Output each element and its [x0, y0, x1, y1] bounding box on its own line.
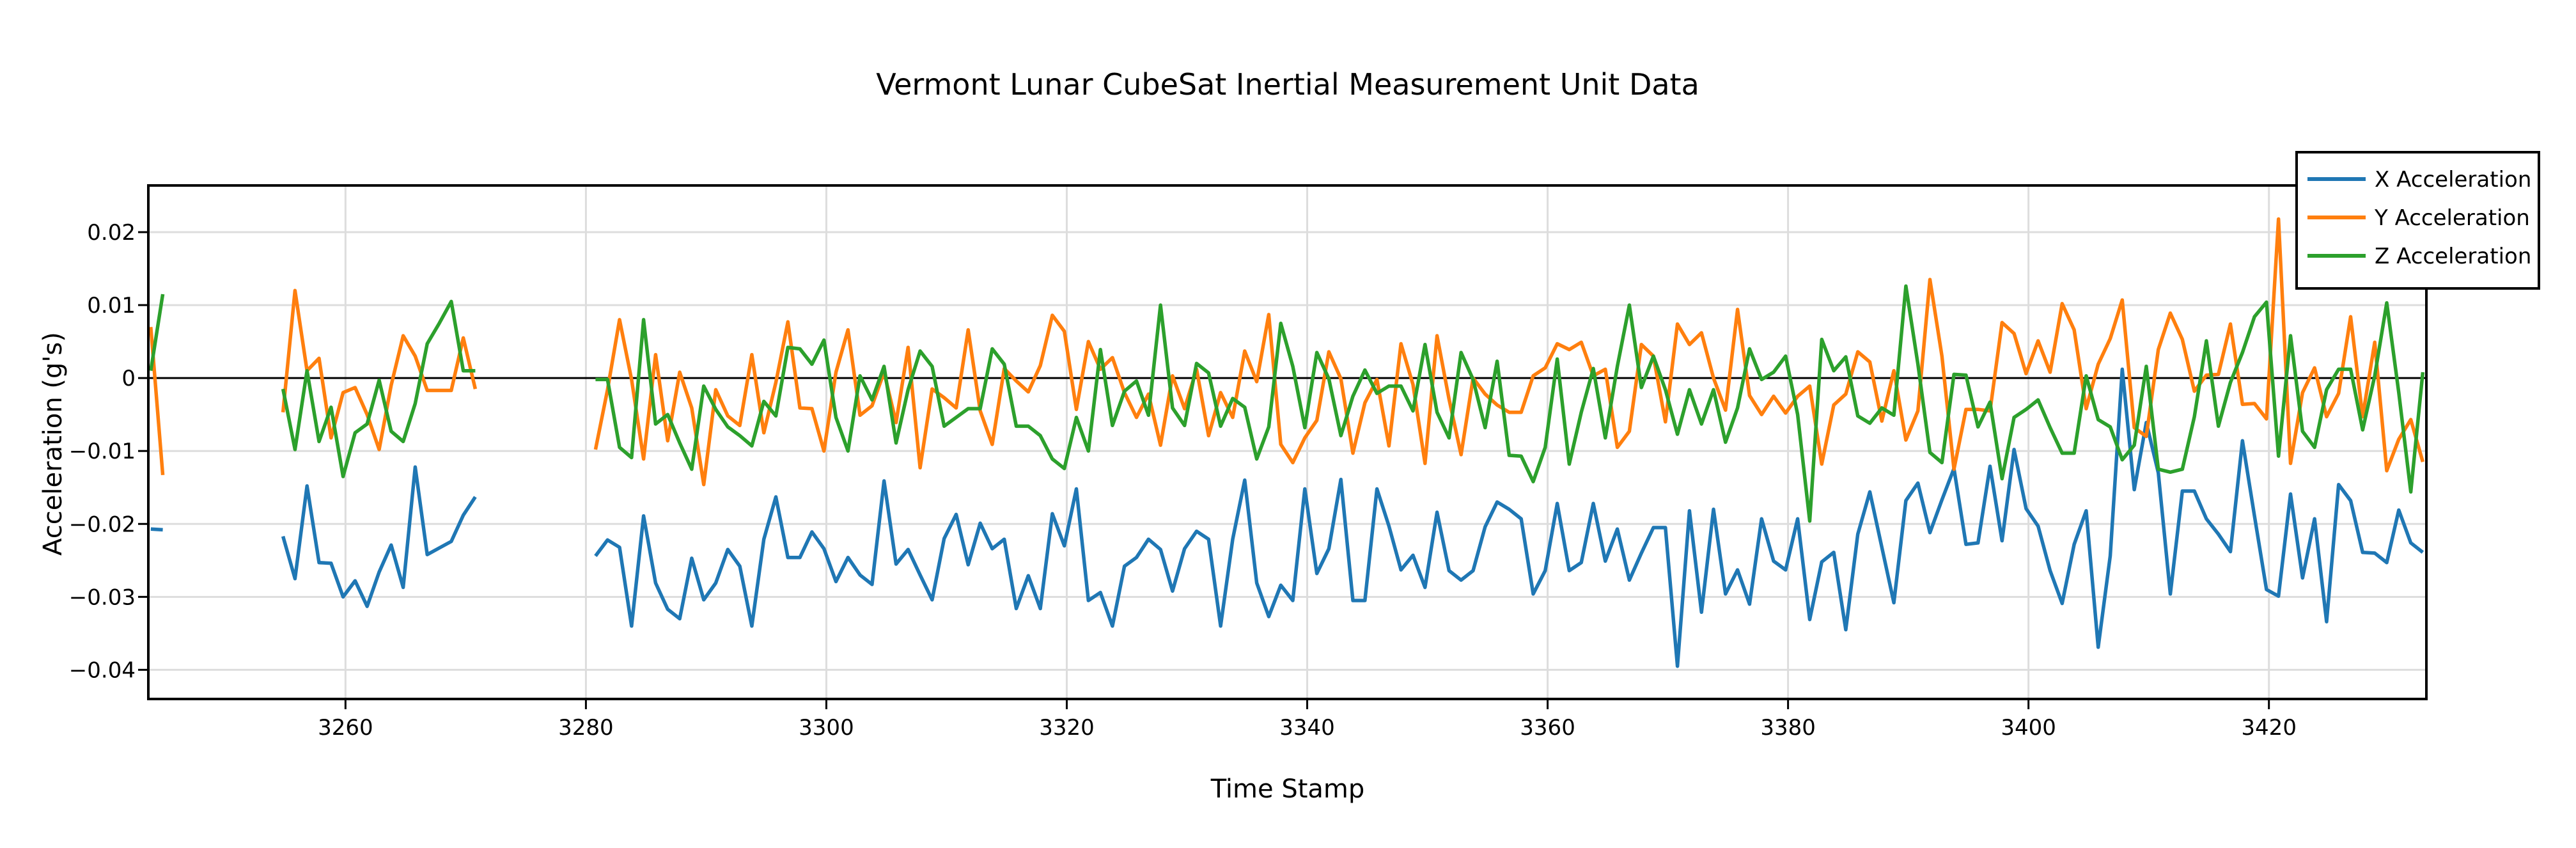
x-tick-label: 3280 [558, 715, 614, 741]
x-tick-label: 3360 [1520, 715, 1575, 741]
y-tick-label: −0.01 [69, 439, 136, 464]
legend: X Acceleration Y Acceleration Z Accelerati… [2295, 151, 2540, 290]
series-lines [149, 217, 2425, 668]
series-line-z-acceleration [149, 284, 2425, 523]
legend-label: X Acceleration [2375, 167, 2531, 192]
y-tick-label: 0.02 [87, 220, 136, 246]
y-tick-label: −0.03 [69, 585, 136, 610]
y-tick-label: −0.02 [69, 512, 136, 537]
legend-item-x-acceleration[interactable]: X Acceleration [2307, 167, 2531, 192]
axes: 3260 3280 3300 3320 3340 3360 3380 3400 3420 0.02… [69, 184, 2428, 741]
x-tick-label: 3300 [799, 715, 854, 741]
x-tick-label: 3400 [2001, 715, 2056, 741]
plot-frame [147, 184, 2428, 700]
legend-item-y-acceleration[interactable]: Y Acceleration [2307, 205, 2530, 231]
x-axis-title: Time Stamp [1210, 774, 1365, 804]
y-tick-label: −0.04 [69, 657, 136, 683]
legend-box [2295, 151, 2540, 290]
chart-title: Vermont Lunar CubeSat Inertial Measureme… [876, 67, 1699, 102]
legend-label: Y Acceleration [2374, 205, 2530, 231]
y-axis-title: Acceleration (g's) [38, 332, 68, 556]
x-tick-label: 3320 [1039, 715, 1095, 741]
legend-label: Z Acceleration [2375, 244, 2531, 269]
y-tick-label: 0.01 [87, 293, 136, 318]
legend-item-z-acceleration[interactable]: Z Acceleration [2307, 244, 2531, 269]
x-tick-label: 3260 [318, 715, 373, 741]
x-tick-label: 3340 [1279, 715, 1335, 741]
series-line-x-acceleration [150, 367, 2424, 668]
gridlines [148, 185, 2426, 699]
x-tick-label: 3380 [1760, 715, 1816, 741]
x-tick-label: 3420 [2241, 715, 2297, 741]
y-tick-label: 0 [121, 366, 136, 391]
